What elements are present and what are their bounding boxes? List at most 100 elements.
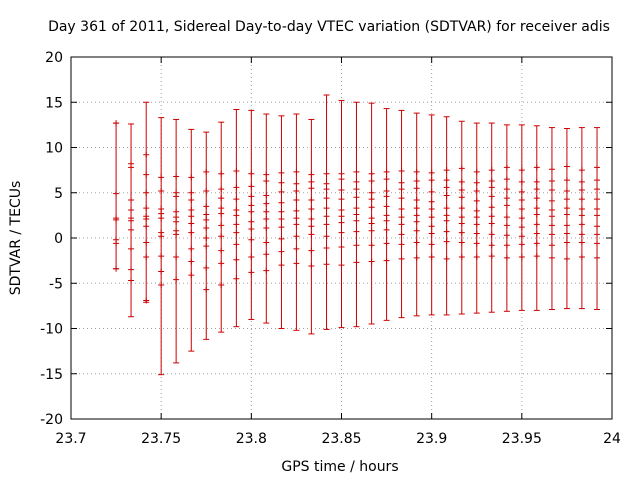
data-point bbox=[323, 180, 330, 187]
error-bar-group bbox=[443, 116, 450, 316]
data-point bbox=[308, 206, 315, 213]
error-bar-group bbox=[594, 127, 601, 310]
data-point bbox=[578, 254, 585, 261]
data-point bbox=[203, 187, 210, 194]
data-point bbox=[248, 225, 255, 232]
data-point bbox=[458, 220, 465, 227]
error-bar-group bbox=[218, 121, 225, 333]
data-point bbox=[293, 187, 300, 194]
data-point bbox=[594, 206, 601, 213]
data-point bbox=[293, 215, 300, 222]
data-point bbox=[518, 188, 525, 195]
data-point bbox=[563, 211, 570, 218]
data-point bbox=[413, 168, 420, 175]
data-point bbox=[218, 195, 225, 202]
error-bar-group bbox=[203, 131, 210, 340]
data-point bbox=[188, 213, 195, 220]
data-point bbox=[113, 120, 120, 127]
data-point bbox=[368, 196, 375, 203]
x-tick-label: 23.75 bbox=[141, 431, 181, 447]
data-point bbox=[203, 211, 210, 218]
y-tick-label: 20 bbox=[45, 50, 63, 66]
data-point bbox=[143, 205, 150, 212]
data-point bbox=[128, 206, 135, 213]
data-point bbox=[308, 223, 315, 230]
error-bar-group bbox=[263, 113, 270, 324]
data-point bbox=[473, 197, 480, 204]
data-point bbox=[203, 216, 210, 223]
error-bar-group bbox=[308, 118, 315, 335]
data-point bbox=[263, 267, 270, 274]
data-point bbox=[578, 221, 585, 228]
data-point bbox=[143, 189, 150, 196]
data-point bbox=[458, 214, 465, 221]
data-point bbox=[398, 186, 405, 193]
data-point bbox=[488, 213, 495, 220]
data-point bbox=[248, 208, 255, 215]
data-point bbox=[203, 225, 210, 232]
x-tick-label: 23.7 bbox=[55, 431, 86, 447]
data-point bbox=[548, 206, 555, 213]
error-bar-group bbox=[383, 108, 390, 321]
data-point bbox=[368, 177, 375, 184]
data-point bbox=[233, 275, 240, 282]
data-point bbox=[443, 238, 450, 245]
error-bar-group bbox=[398, 109, 405, 319]
data-point bbox=[203, 286, 210, 293]
data-point bbox=[398, 255, 405, 262]
data-point bbox=[158, 187, 165, 194]
data-point bbox=[383, 193, 390, 200]
data-point bbox=[248, 193, 255, 200]
data-point bbox=[503, 242, 510, 249]
y-tick-label: 5 bbox=[54, 186, 63, 202]
data-point bbox=[143, 215, 150, 222]
error-bar-group bbox=[233, 108, 240, 328]
data-point bbox=[503, 164, 510, 171]
data-point bbox=[398, 206, 405, 213]
data-point bbox=[293, 221, 300, 228]
data-point bbox=[308, 171, 315, 178]
x-tick-label: 23.9 bbox=[416, 431, 447, 447]
data-point bbox=[594, 164, 601, 171]
data-point bbox=[338, 219, 345, 226]
y-tick-label: -20 bbox=[40, 412, 63, 428]
data-point bbox=[518, 167, 525, 174]
data-point bbox=[473, 230, 480, 237]
error-bar-group bbox=[488, 122, 495, 313]
data-point bbox=[293, 245, 300, 252]
data-point bbox=[594, 177, 601, 184]
data-point bbox=[548, 254, 555, 261]
data-point bbox=[368, 204, 375, 211]
data-point bbox=[488, 193, 495, 200]
data-point bbox=[563, 239, 570, 246]
data-point bbox=[368, 258, 375, 265]
data-point bbox=[233, 196, 240, 203]
data-point bbox=[533, 178, 540, 185]
data-point bbox=[578, 187, 585, 194]
data-point bbox=[398, 231, 405, 238]
data-point bbox=[113, 190, 120, 197]
data-point bbox=[308, 196, 315, 203]
data-point bbox=[278, 224, 285, 231]
data-point bbox=[428, 206, 435, 213]
data-point bbox=[188, 229, 195, 236]
data-point bbox=[188, 174, 195, 181]
data-point bbox=[338, 170, 345, 177]
data-point bbox=[353, 194, 360, 201]
data-point bbox=[428, 169, 435, 176]
error-bar-group bbox=[473, 122, 480, 314]
data-point bbox=[188, 189, 195, 196]
data-point bbox=[503, 222, 510, 229]
data-point bbox=[308, 215, 315, 222]
data-point bbox=[188, 245, 195, 252]
data-point bbox=[218, 170, 225, 177]
data-point bbox=[488, 204, 495, 211]
data-point bbox=[338, 176, 345, 183]
data-point bbox=[143, 254, 150, 261]
data-point bbox=[128, 217, 135, 224]
data-point bbox=[248, 170, 255, 177]
y-tick-label: -15 bbox=[40, 367, 63, 383]
data-point bbox=[383, 226, 390, 233]
data-point bbox=[158, 268, 165, 275]
